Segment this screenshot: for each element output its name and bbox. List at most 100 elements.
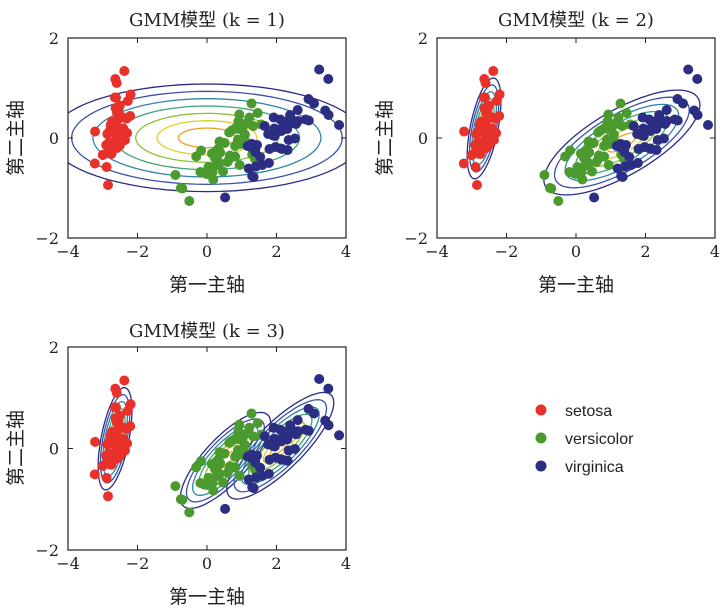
data-point-virginica <box>301 425 311 435</box>
data-point-setosa <box>488 66 498 76</box>
data-point-versicolor <box>224 438 234 448</box>
data-point-versicolor <box>244 113 254 123</box>
data-point-virginica <box>324 420 334 430</box>
x-axis-label: 第一主轴 <box>169 586 245 608</box>
data-point-virginica <box>653 135 663 145</box>
data-point-virginica <box>309 409 319 419</box>
data-point-virginica <box>264 469 274 479</box>
data-point-versicolor <box>577 167 587 177</box>
legend-label: setosa <box>565 403 612 420</box>
data-point-setosa <box>103 491 113 501</box>
data-point-setosa <box>110 402 120 412</box>
data-point-setosa <box>90 127 100 137</box>
data-point-versicolor <box>546 184 556 194</box>
data-point-versicolor <box>560 152 570 162</box>
data-point-virginica <box>220 193 230 203</box>
data-point-setosa <box>479 93 489 103</box>
data-point-virginica <box>334 430 344 440</box>
data-point-versicolor <box>170 481 180 491</box>
data-point-versicolor <box>235 160 245 170</box>
data-point-virginica <box>251 472 261 482</box>
data-point-virginica <box>637 127 647 137</box>
legend-item-versicolor: versicolor <box>536 431 635 448</box>
data-point-setosa <box>103 145 113 155</box>
data-point-virginica <box>250 458 260 468</box>
x-tick-label: 2 <box>640 242 650 261</box>
data-point-setosa <box>90 437 100 447</box>
y-tick-label: 0 <box>418 129 428 148</box>
data-point-versicolor <box>247 409 257 419</box>
data-point-setosa <box>118 124 128 134</box>
y-tick-label: −2 <box>35 541 59 560</box>
data-point-versicolor <box>177 184 187 194</box>
data-point-virginica <box>286 428 296 438</box>
data-point-virginica <box>589 193 599 203</box>
data-point-setosa <box>108 128 118 138</box>
data-point-versicolor <box>212 151 222 161</box>
data-point-setosa <box>119 66 129 76</box>
data-point-virginica <box>284 446 294 456</box>
data-point-versicolor <box>553 196 563 206</box>
data-point-virginica <box>250 147 260 157</box>
data-point-virginica <box>323 384 333 394</box>
x-tick-label: −2 <box>495 242 519 261</box>
data-point-virginica <box>620 162 630 172</box>
data-point-setosa <box>495 90 505 100</box>
data-point-setosa <box>102 162 112 172</box>
x-tick-label: 0 <box>202 554 212 573</box>
data-point-versicolor <box>235 471 245 481</box>
data-point-virginica <box>633 158 643 168</box>
data-point-setosa <box>481 78 491 88</box>
data-point-virginica <box>670 115 680 125</box>
data-point-virginica <box>277 144 287 154</box>
data-point-versicolor <box>539 170 549 180</box>
data-point-versicolor <box>224 128 234 138</box>
data-point-setosa <box>483 104 493 114</box>
chart-k1: GMM模型 (k = 1) −4 −2 0 2 4−202 第一主轴 第二主轴 <box>5 10 364 296</box>
legend-item-virginica: virginica <box>536 459 624 476</box>
x-tick-label: −4 <box>56 554 80 573</box>
y-tick-label: −2 <box>404 229 428 248</box>
data-point-versicolor <box>244 423 254 433</box>
data-point-versicolor <box>208 167 218 177</box>
x-tick-label: −2 <box>126 554 150 573</box>
data-point-setosa <box>472 180 482 190</box>
data-point-setosa <box>126 399 136 409</box>
x-tick-label: −4 <box>56 242 80 261</box>
legend: setosa versicolor virginica <box>536 403 635 476</box>
data-point-versicolor <box>218 478 228 488</box>
data-point-setosa <box>114 414 124 424</box>
data-point-virginica <box>693 110 703 120</box>
data-point-setosa <box>472 145 482 155</box>
legend-marker <box>536 433 547 444</box>
data-point-virginica <box>220 504 230 514</box>
legend-label: virginica <box>565 459 624 476</box>
data-point-setosa <box>102 473 112 483</box>
data-point-setosa <box>125 111 135 121</box>
legend-marker <box>536 405 547 416</box>
data-point-virginica <box>314 374 324 384</box>
data-point-virginica <box>619 147 629 157</box>
data-point-versicolor <box>230 462 240 472</box>
data-point-versicolor <box>599 152 609 162</box>
data-point-versicolor <box>177 495 187 505</box>
data-point-virginica <box>655 118 665 128</box>
y-axis-label: 第二主轴 <box>5 410 27 486</box>
data-point-virginica <box>251 162 261 172</box>
data-point-versicolor <box>233 135 243 145</box>
data-point-versicolor <box>593 128 603 138</box>
data-point-versicolor <box>208 478 218 488</box>
legend-item-setosa: setosa <box>536 403 613 420</box>
data-point-virginica <box>265 455 275 465</box>
y-axis-label: 第二主轴 <box>5 100 27 176</box>
data-point-setosa <box>125 421 135 431</box>
x-tick-label: 4 <box>341 554 351 573</box>
data-point-virginica <box>286 118 296 128</box>
data-point-virginica <box>634 144 644 154</box>
data-point-versicolor <box>212 461 222 471</box>
chart-title: GMM模型 (k = 2) <box>498 10 654 31</box>
x-tick-label: 0 <box>202 242 212 261</box>
data-point-setosa <box>119 376 129 386</box>
data-point-versicolor <box>195 167 205 177</box>
